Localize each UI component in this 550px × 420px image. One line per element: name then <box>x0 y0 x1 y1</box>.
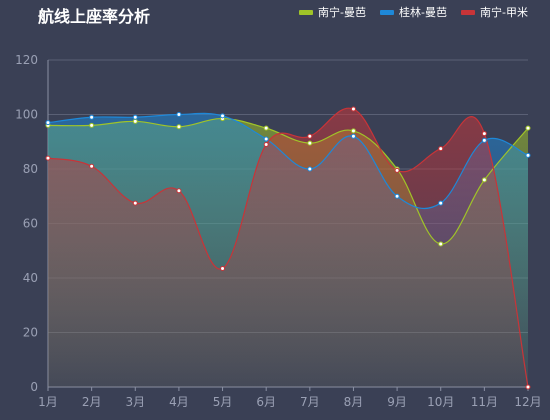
legend-swatch <box>380 9 395 15</box>
x-tick-label: 11月 <box>471 395 498 409</box>
data-point[interactable] <box>350 133 356 139</box>
data-point[interactable] <box>132 200 138 206</box>
data-point[interactable] <box>176 188 182 194</box>
data-point[interactable] <box>481 131 487 137</box>
x-tick-label: 9月 <box>387 395 407 409</box>
series-line <box>48 107 528 387</box>
data-point[interactable] <box>307 166 313 172</box>
data-point[interactable] <box>438 241 444 247</box>
data-point[interactable] <box>525 125 531 131</box>
data-point[interactable] <box>350 128 356 134</box>
y-tick-label: 0 <box>30 380 38 394</box>
data-point[interactable] <box>263 136 269 142</box>
y-tick-label: 80 <box>23 162 38 176</box>
x-tick-label: 7月 <box>300 395 320 409</box>
data-point[interactable] <box>263 141 269 147</box>
legend-label: 南宁-甲米 <box>480 6 528 19</box>
data-point[interactable] <box>220 265 226 271</box>
data-point[interactable] <box>132 118 138 124</box>
legend-label: 桂林-曼芭 <box>399 6 448 19</box>
y-tick-label: 120 <box>15 53 38 67</box>
data-point[interactable] <box>438 200 444 206</box>
data-point[interactable] <box>438 146 444 152</box>
data-point[interactable] <box>89 122 95 128</box>
series-area <box>48 108 528 387</box>
x-tick-label: 12月 <box>514 395 541 409</box>
data-point[interactable] <box>176 124 182 130</box>
legend-swatch <box>299 9 314 15</box>
x-tick-label: 2月 <box>82 395 102 409</box>
legend-item[interactable]: 南宁-曼芭 <box>299 4 366 20</box>
data-point[interactable] <box>307 140 313 146</box>
y-tick-label: 40 <box>23 271 38 285</box>
data-point[interactable] <box>89 163 95 169</box>
chart-legend[interactable]: 南宁-曼芭 桂林-曼芭 南宁-甲米 <box>299 4 528 20</box>
x-tick-label: 5月 <box>213 395 233 409</box>
x-tick-label: 8月 <box>344 395 364 409</box>
x-tick-label: 4月 <box>169 395 189 409</box>
y-tick-label: 60 <box>23 217 38 231</box>
legend-item[interactable]: 南宁-甲米 <box>461 4 528 20</box>
data-point[interactable] <box>220 113 226 119</box>
x-tick-label: 10月 <box>427 395 454 409</box>
data-point[interactable] <box>394 167 400 173</box>
legend-swatch <box>461 9 476 15</box>
legend-item[interactable]: 桂林-曼芭 <box>380 4 447 20</box>
data-point[interactable] <box>45 155 51 161</box>
data-point[interactable] <box>307 133 313 139</box>
y-tick-label: 20 <box>23 326 38 340</box>
x-tick-label: 1月 <box>38 395 58 409</box>
data-point[interactable] <box>89 114 95 120</box>
x-tick-label: 6月 <box>256 395 276 409</box>
data-point[interactable] <box>176 112 182 117</box>
y-tick-label: 100 <box>15 108 38 122</box>
data-point[interactable] <box>525 152 531 158</box>
data-point[interactable] <box>45 120 51 126</box>
x-tick-label: 3月 <box>125 395 145 409</box>
legend-label: 南宁-曼芭 <box>318 6 367 19</box>
chart-title: 航线上座率分析 <box>38 7 151 26</box>
data-point[interactable] <box>132 114 138 120</box>
data-point[interactable] <box>394 193 400 199</box>
data-point[interactable] <box>481 177 487 183</box>
data-point[interactable] <box>263 125 269 131</box>
data-point[interactable] <box>525 384 531 390</box>
data-point[interactable] <box>350 106 356 112</box>
data-point[interactable] <box>481 137 487 143</box>
